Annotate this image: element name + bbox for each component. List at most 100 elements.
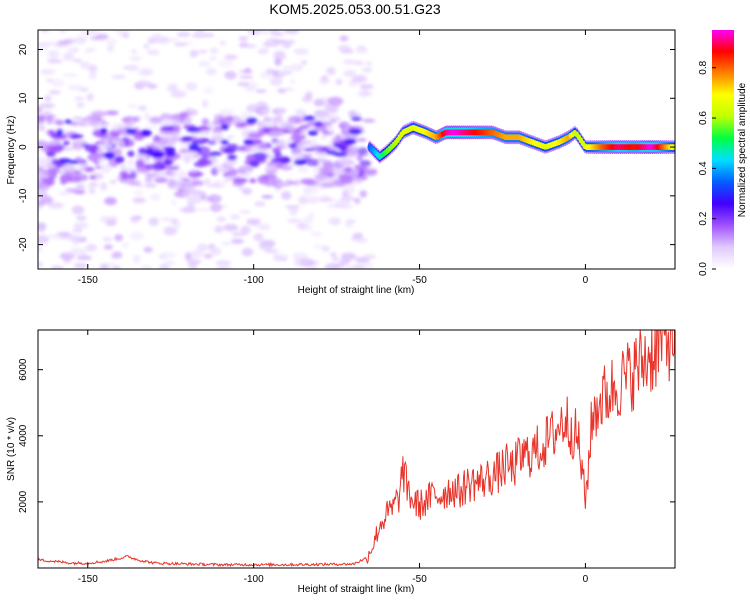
noise-blob bbox=[149, 117, 164, 122]
noise-blob bbox=[197, 157, 209, 166]
noise-blob bbox=[318, 198, 335, 202]
noise-blob bbox=[313, 174, 330, 179]
noise-blob bbox=[138, 68, 154, 76]
noise-blob bbox=[96, 157, 107, 163]
noise-blob bbox=[181, 178, 191, 182]
colorbar-band bbox=[712, 117, 734, 121]
noise-blob bbox=[275, 181, 291, 188]
noise-blob bbox=[339, 175, 354, 185]
noise-blob bbox=[357, 90, 369, 98]
colorbar-band bbox=[712, 265, 734, 268]
noise-blobs bbox=[38, 30, 378, 269]
noise-hotspot bbox=[100, 127, 108, 135]
noise-blob bbox=[359, 190, 368, 198]
noise-blob bbox=[264, 249, 279, 254]
noise-hotspot bbox=[127, 150, 135, 157]
noise-hotspot bbox=[125, 128, 137, 135]
y-axis-label: SNR (10 * v/v) bbox=[6, 417, 17, 481]
colorbar-band bbox=[712, 245, 734, 248]
noise-blob bbox=[129, 55, 142, 62]
noise-blob bbox=[119, 164, 127, 171]
colorbar-band bbox=[712, 221, 734, 224]
colorbar: 0.0 0.2 0.4 0.6 0.8 Normalized spectral ampli… bbox=[698, 30, 748, 276]
noise-blob bbox=[214, 225, 224, 234]
noise-blob bbox=[88, 71, 97, 80]
noise-blob bbox=[109, 179, 117, 184]
x-tick-label: -100 bbox=[244, 574, 264, 585]
colorbar-tick-label: 0.2 bbox=[698, 211, 709, 225]
noise-blob bbox=[88, 187, 96, 195]
noise-hotspot bbox=[186, 127, 201, 133]
colorbar-band bbox=[712, 97, 734, 101]
noise-blob bbox=[315, 111, 330, 119]
noise-hotspot bbox=[223, 147, 236, 154]
x-tick-label: 0 bbox=[583, 275, 589, 286]
noise-hotspot bbox=[293, 158, 307, 166]
noise-blob bbox=[329, 119, 337, 124]
colorbar-band bbox=[712, 179, 734, 182]
noise-blob bbox=[127, 103, 139, 109]
noise-blob bbox=[201, 118, 209, 126]
noise-blob bbox=[188, 263, 198, 269]
noise-hotspot bbox=[163, 159, 174, 166]
snr-series-line bbox=[38, 330, 675, 568]
noise-blob bbox=[186, 195, 202, 205]
noise-blob bbox=[40, 30, 50, 33]
noise-blob bbox=[38, 200, 45, 207]
colorbar-band bbox=[712, 243, 734, 246]
noise-blob bbox=[337, 45, 350, 52]
noise-blob bbox=[67, 84, 84, 91]
noise-blob bbox=[86, 47, 97, 52]
noise-blob bbox=[144, 176, 153, 183]
noise-blob bbox=[268, 132, 281, 137]
noise-blob bbox=[217, 59, 234, 68]
noise-blob bbox=[229, 214, 241, 220]
colorbar-band bbox=[712, 93, 734, 97]
colorbar-band bbox=[712, 185, 734, 188]
noise-blob bbox=[338, 169, 347, 175]
colorbar-band bbox=[712, 167, 734, 171]
noise-blob bbox=[88, 119, 99, 126]
noise-blob bbox=[261, 195, 274, 199]
noise-blob bbox=[50, 265, 64, 269]
noise-blob bbox=[281, 191, 292, 200]
snr-plot bbox=[38, 330, 675, 568]
noise-blob bbox=[122, 33, 130, 38]
noise-hotspot bbox=[344, 138, 357, 145]
x-tick-label: -50 bbox=[412, 574, 427, 585]
noise-blob bbox=[241, 187, 253, 195]
noise-blob bbox=[321, 195, 330, 199]
noise-blob bbox=[95, 33, 109, 40]
noise-blob bbox=[99, 263, 110, 269]
colorbar-band bbox=[712, 83, 734, 87]
noise-blob bbox=[39, 103, 55, 109]
noise-hotspot bbox=[288, 143, 298, 149]
noise-blob bbox=[298, 195, 308, 205]
colorbar-band bbox=[712, 63, 734, 67]
colorbar-band bbox=[712, 95, 734, 99]
noise-blob bbox=[274, 188, 282, 193]
noise-blob bbox=[197, 50, 208, 54]
noise-blob bbox=[44, 95, 52, 102]
noise-blob bbox=[204, 33, 215, 38]
noise-blob bbox=[38, 48, 49, 52]
colorbar-tick-label: 0.4 bbox=[698, 161, 709, 175]
noise-blob bbox=[38, 156, 46, 163]
colorbar-band bbox=[712, 159, 734, 163]
colorbar-band bbox=[712, 35, 734, 39]
noise-blob bbox=[340, 195, 355, 202]
noise-blob bbox=[239, 70, 254, 74]
colorbar-band bbox=[712, 175, 734, 178]
noise-blob bbox=[353, 197, 361, 204]
colorbar-band bbox=[712, 121, 734, 125]
noise-blob bbox=[165, 165, 180, 171]
noise-blob bbox=[355, 47, 369, 54]
noise-blob bbox=[269, 77, 283, 86]
colorbar-band bbox=[712, 113, 734, 117]
noise-blob bbox=[81, 64, 90, 70]
noise-blob bbox=[322, 160, 333, 169]
y-tick-label: 2000 bbox=[18, 490, 29, 513]
ridge-track bbox=[367, 120, 675, 164]
colorbar-band bbox=[712, 201, 734, 204]
noise-blob bbox=[55, 120, 65, 126]
